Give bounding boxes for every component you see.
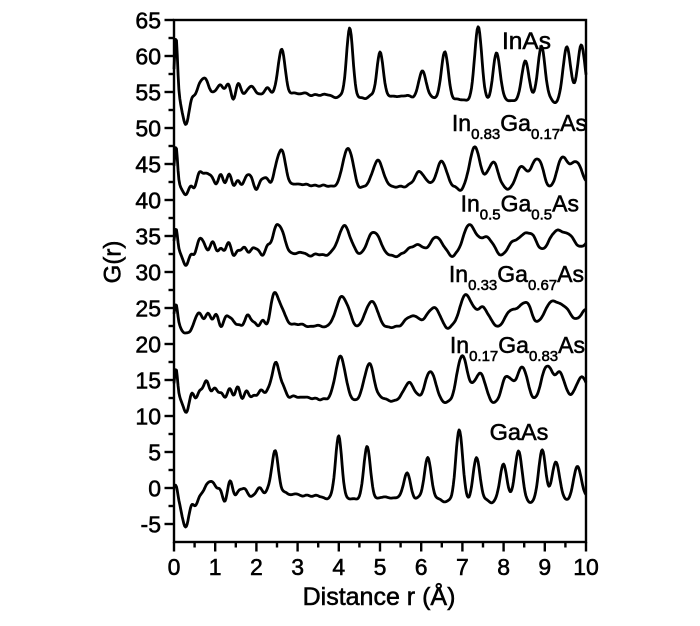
svg-text:45: 45 <box>135 151 161 177</box>
svg-text:10: 10 <box>573 554 599 580</box>
svg-text:15: 15 <box>135 367 161 393</box>
svg-text:8: 8 <box>497 554 510 580</box>
svg-text:9: 9 <box>538 554 551 580</box>
svg-text:4: 4 <box>332 554 345 580</box>
svg-text:50: 50 <box>135 115 161 141</box>
svg-text:55: 55 <box>135 79 161 105</box>
svg-text:0: 0 <box>148 475 161 501</box>
svg-text:3: 3 <box>291 554 304 580</box>
svg-text:GaAs: GaAs <box>490 419 549 445</box>
svg-text:6: 6 <box>415 554 428 580</box>
svg-text:1: 1 <box>209 554 222 580</box>
svg-text:10: 10 <box>135 403 161 429</box>
svg-text:-5: -5 <box>141 511 161 537</box>
svg-text:20: 20 <box>135 331 161 357</box>
svg-text:40: 40 <box>135 187 161 213</box>
svg-text:5: 5 <box>148 439 161 465</box>
svg-text:65: 65 <box>135 7 161 33</box>
svg-text:2: 2 <box>250 554 263 580</box>
svg-text:0: 0 <box>168 554 181 580</box>
svg-text:Distance r (Å): Distance r (Å) <box>303 581 456 611</box>
svg-text:60: 60 <box>135 43 161 69</box>
svg-text:25: 25 <box>135 295 161 321</box>
svg-text:G(r): G(r) <box>100 241 127 284</box>
svg-text:35: 35 <box>135 223 161 249</box>
svg-text:5: 5 <box>374 554 387 580</box>
svg-text:30: 30 <box>135 259 161 285</box>
svg-text:7: 7 <box>456 554 469 580</box>
svg-text:InAs: InAs <box>502 28 551 55</box>
